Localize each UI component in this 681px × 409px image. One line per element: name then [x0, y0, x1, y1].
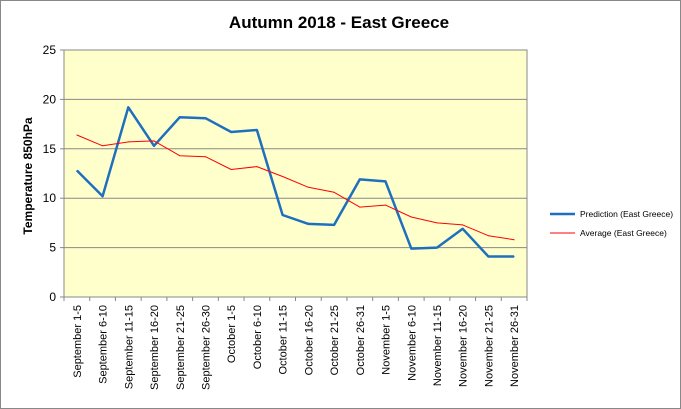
average-data-point: [410, 216, 412, 218]
average-data-point: [230, 169, 232, 170]
prediction-data-point: [307, 223, 309, 225]
prediction-data-point: [385, 180, 386, 182]
prediction-data-point: [153, 145, 155, 147]
x-tick-label: November 16-20: [458, 305, 470, 387]
series-lines: [76, 106, 515, 258]
gridlines: [64, 98, 527, 249]
average-data-point: [333, 191, 335, 193]
prediction-data-point: [256, 129, 258, 131]
legend-label-prediction: Prediction (East Greece): [580, 209, 673, 219]
x-tick-label: October 6-10: [252, 305, 264, 369]
average-data-point: [256, 166, 258, 168]
average-data-point: [359, 206, 361, 208]
prediction-data-point: [102, 195, 104, 197]
prediction-data-point: [282, 214, 284, 216]
legend-box: [541, 199, 671, 245]
prediction-data-point: [513, 256, 515, 257]
average-data-point: [307, 186, 309, 188]
chart-title: Autumn 2018 - East Greece: [229, 13, 449, 32]
y-tick-label: 20: [43, 92, 57, 106]
average-data-point: [102, 145, 104, 147]
y-axis-label: Temperature 850hPa: [21, 117, 35, 234]
prediction-data-point: [205, 117, 206, 119]
prediction-data-point: [333, 224, 335, 226]
prediction-data-point: [359, 178, 361, 180]
y-tick-label: 25: [43, 43, 57, 57]
x-tick-label: October 16-20: [303, 305, 315, 375]
average-data-point: [462, 224, 464, 226]
prediction-data-point: [76, 170, 78, 171]
x-tick-label: November 6-10: [406, 305, 418, 381]
x-tick-label: September 16-20: [149, 305, 161, 390]
y-tick-label: 15: [43, 142, 57, 156]
prediction-data-point: [230, 131, 232, 133]
average-data-point: [179, 155, 181, 157]
y-axis-ticks: 0 5 10 15 20 25: [43, 43, 64, 304]
legend: Prediction (East Greece) Average (East G…: [541, 199, 673, 245]
x-tick-label: September 21-25: [175, 305, 187, 390]
prediction-data-point: [436, 247, 438, 249]
prediction-data-point: [410, 248, 412, 250]
x-tick-label: September 6-10: [98, 305, 110, 384]
x-tick-label: October 11-15: [278, 305, 290, 375]
plot-area: [63, 49, 528, 298]
average-data-point: [385, 204, 386, 206]
x-tick-label: November 26-31: [509, 305, 521, 387]
average-data-point: [205, 156, 206, 158]
x-tick-label: September 11-15: [123, 305, 135, 389]
average-data-point: [76, 134, 78, 136]
average-data-point: [127, 141, 129, 143]
average-data-point: [436, 222, 438, 224]
y-tick-label: 0: [49, 290, 56, 304]
x-tick-label: November 1-5: [381, 305, 393, 375]
average-data-point: [513, 239, 515, 241]
x-tick-label: October 1-5: [226, 305, 238, 363]
prediction-data-point: [487, 256, 489, 257]
x-tick-label: November 11-15: [432, 305, 444, 386]
x-tick-label: September 26-30: [200, 305, 212, 390]
y-tick-label: 5: [49, 241, 56, 255]
legend-label-average: Average (East Greece): [580, 228, 667, 238]
series-line-prediction: [76, 106, 515, 258]
x-tick-label: November 21-25: [483, 305, 495, 387]
prediction-data-point: [179, 116, 181, 118]
average-data-point: [282, 176, 284, 177]
average-data-point: [487, 235, 489, 237]
x-axis-ticks: September 1-5 September 6-10 September 11-…: [63, 297, 528, 390]
x-tick-label: September 1-5: [72, 305, 84, 378]
y-tick-label: 10: [43, 191, 57, 205]
prediction-data-point: [127, 106, 129, 108]
x-tick-label: October 21-25: [329, 305, 341, 375]
prediction-data-point: [462, 228, 464, 230]
series-line-average: [76, 134, 515, 241]
average-data-point: [153, 140, 155, 142]
x-tick-label: October 26-31: [355, 305, 367, 375]
